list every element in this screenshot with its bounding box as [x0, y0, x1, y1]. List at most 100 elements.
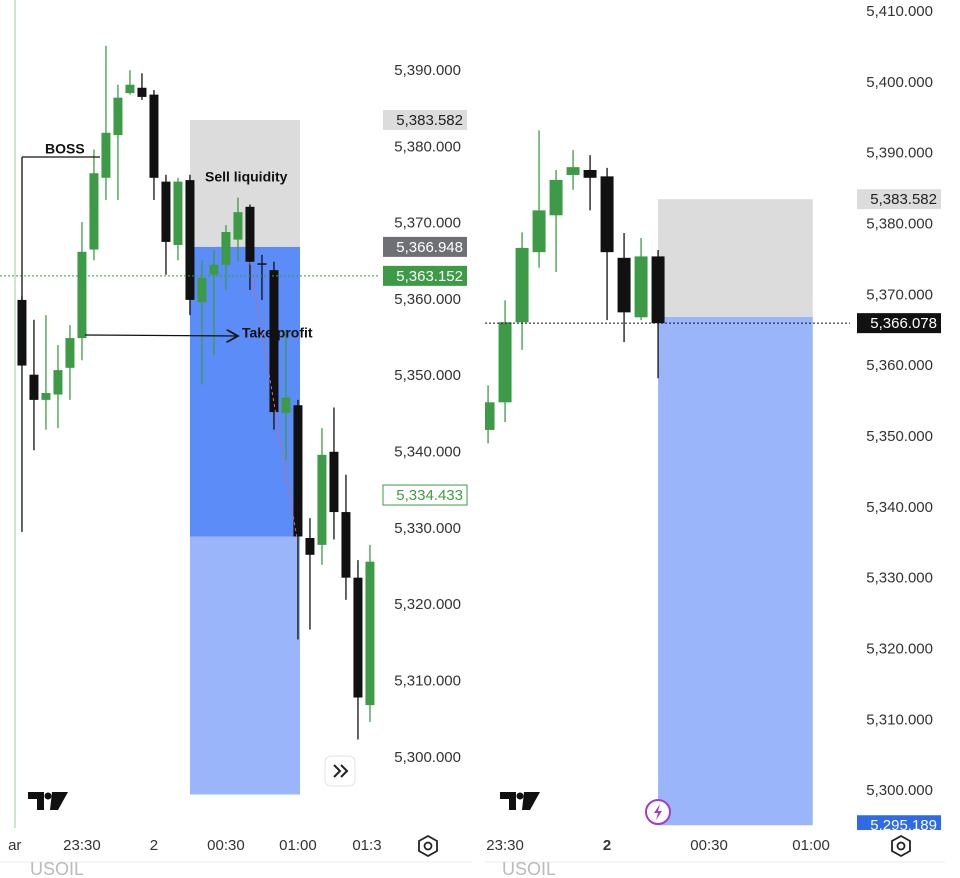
x-tick-label: 01:00 — [792, 837, 830, 854]
reached-zone — [189, 246, 300, 537]
y-tick-label: 5,360.000 — [866, 357, 933, 374]
x-tick-label: 2 — [603, 837, 611, 854]
left-axis: 5,390.000 5,380.000 5,370.000 5,360.000 5,35… — [8, 62, 461, 854]
candle-body — [566, 167, 580, 175]
tradingview-logo — [28, 792, 540, 810]
candle-body — [515, 247, 529, 323]
y-tick-label: 5,310.000 — [394, 672, 461, 689]
y-tick-label: 5,370.000 — [866, 286, 933, 303]
y-tick-label: 5,310.000 — [866, 711, 933, 728]
candle-body — [77, 251, 87, 339]
settings-button[interactable] — [418, 834, 438, 858]
y-tick-label: 5,350.000 — [394, 367, 461, 384]
candle-body — [600, 176, 614, 253]
settings-button[interactable] — [891, 834, 911, 858]
annotation: Take profit — [242, 325, 313, 341]
price-label-box — [857, 815, 941, 830]
candle-body — [651, 256, 665, 324]
y-tick-label: 5,380.000 — [866, 215, 933, 232]
target-zone — [189, 536, 300, 795]
projection-line — [249, 261, 298, 539]
candle-body — [281, 397, 291, 413]
watermark: USOIL — [502, 859, 556, 878]
price-label-box — [857, 313, 941, 334]
candle-body — [17, 299, 27, 366]
candle-body — [485, 402, 495, 430]
candle-body — [65, 338, 75, 368]
price-label: 5,295.189 — [870, 817, 937, 834]
x-tick-label: 23:30 — [486, 837, 524, 854]
candle-body — [269, 270, 279, 413]
candle-body — [41, 393, 51, 400]
candle-body — [221, 231, 231, 265]
candle-body — [173, 181, 183, 245]
candle-body — [341, 512, 351, 578]
price-label: 5,366.078 — [870, 315, 937, 332]
candle-body — [197, 277, 207, 303]
y-tick-label: 5,330.000 — [394, 520, 461, 537]
candle-body — [89, 173, 99, 250]
target-zone — [658, 316, 813, 826]
y-tick-label: 5,410.000 — [866, 3, 933, 20]
candle-body — [317, 454, 327, 545]
price-label: 5,334.433 — [396, 487, 463, 504]
candle-body — [185, 180, 195, 300]
y-tick-label: 5,340.000 — [394, 444, 461, 461]
right-axis: 5,410.000 5,400.000 5,390.000 5,380.000 5,37… — [486, 3, 933, 854]
candle-body — [53, 370, 63, 395]
candle-body — [149, 94, 159, 178]
x-tick-label: 01:3 — [352, 837, 381, 854]
candle-body — [113, 97, 123, 136]
y-tick-label: 5,390.000 — [394, 62, 461, 79]
candle-body — [634, 256, 648, 318]
candle-body — [305, 538, 315, 555]
y-tick-label: 5,400.000 — [866, 74, 933, 91]
price-label: 5,383.582 — [396, 112, 463, 129]
scroll-button[interactable] — [324, 755, 356, 787]
candle-body — [617, 257, 631, 313]
price-label-box — [382, 484, 468, 506]
candle-body — [329, 451, 339, 513]
y-tick-label: 5,300.000 — [866, 782, 933, 799]
candle-body — [293, 405, 303, 537]
candle-body — [353, 577, 363, 698]
price-label: 5,383.582 — [870, 191, 937, 208]
y-tick-label: 5,350.000 — [866, 428, 933, 445]
x-tick-label: 01:00 — [279, 837, 317, 854]
x-tick-label: ar — [8, 837, 21, 854]
candle-body — [245, 206, 255, 262]
candle-body — [29, 374, 39, 400]
candle-body — [233, 212, 243, 240]
y-tick-label: 5,380.000 — [394, 138, 461, 155]
candle-body — [125, 84, 135, 94]
y-tick-label: 5,360.000 — [394, 291, 461, 308]
price-label: 5,363.152 — [396, 268, 463, 285]
y-tick-label: 5,340.000 — [866, 499, 933, 516]
candle-body — [549, 179, 563, 216]
candle-body — [137, 87, 147, 97]
y-tick-label: 5,300.000 — [394, 749, 461, 766]
x-tick-label: 23:30 — [63, 837, 101, 854]
x-tick-label: 00:30 — [207, 837, 245, 854]
alert-button[interactable] — [645, 799, 671, 825]
x-tick-label: 2 — [150, 837, 158, 854]
candle-body — [209, 264, 219, 275]
price-label-box — [857, 189, 941, 210]
y-tick-label: 5,320.000 — [866, 640, 933, 657]
price-label-box — [383, 236, 467, 257]
annotation: BOSS — [45, 141, 85, 157]
y-tick-label: 5,370.000 — [394, 215, 461, 232]
right-price-labels: 5,383.582 5,366.078 5,295.189 — [857, 189, 941, 834]
left-price-labels: 5,383.582 5,366.948 5,363.152 5,334.433 — [382, 109, 468, 506]
left-plot — [0, 45, 380, 795]
candle-body — [532, 210, 546, 253]
candle-body — [498, 322, 512, 403]
candle-body — [101, 132, 111, 178]
price-label: 5,366.948 — [396, 239, 463, 256]
stop-zone — [189, 119, 300, 247]
annotation: Sell liquidity — [205, 169, 288, 185]
take-profit-arrow — [84, 335, 238, 336]
candle-body — [161, 181, 171, 242]
y-tick-label: 5,390.000 — [866, 145, 933, 162]
